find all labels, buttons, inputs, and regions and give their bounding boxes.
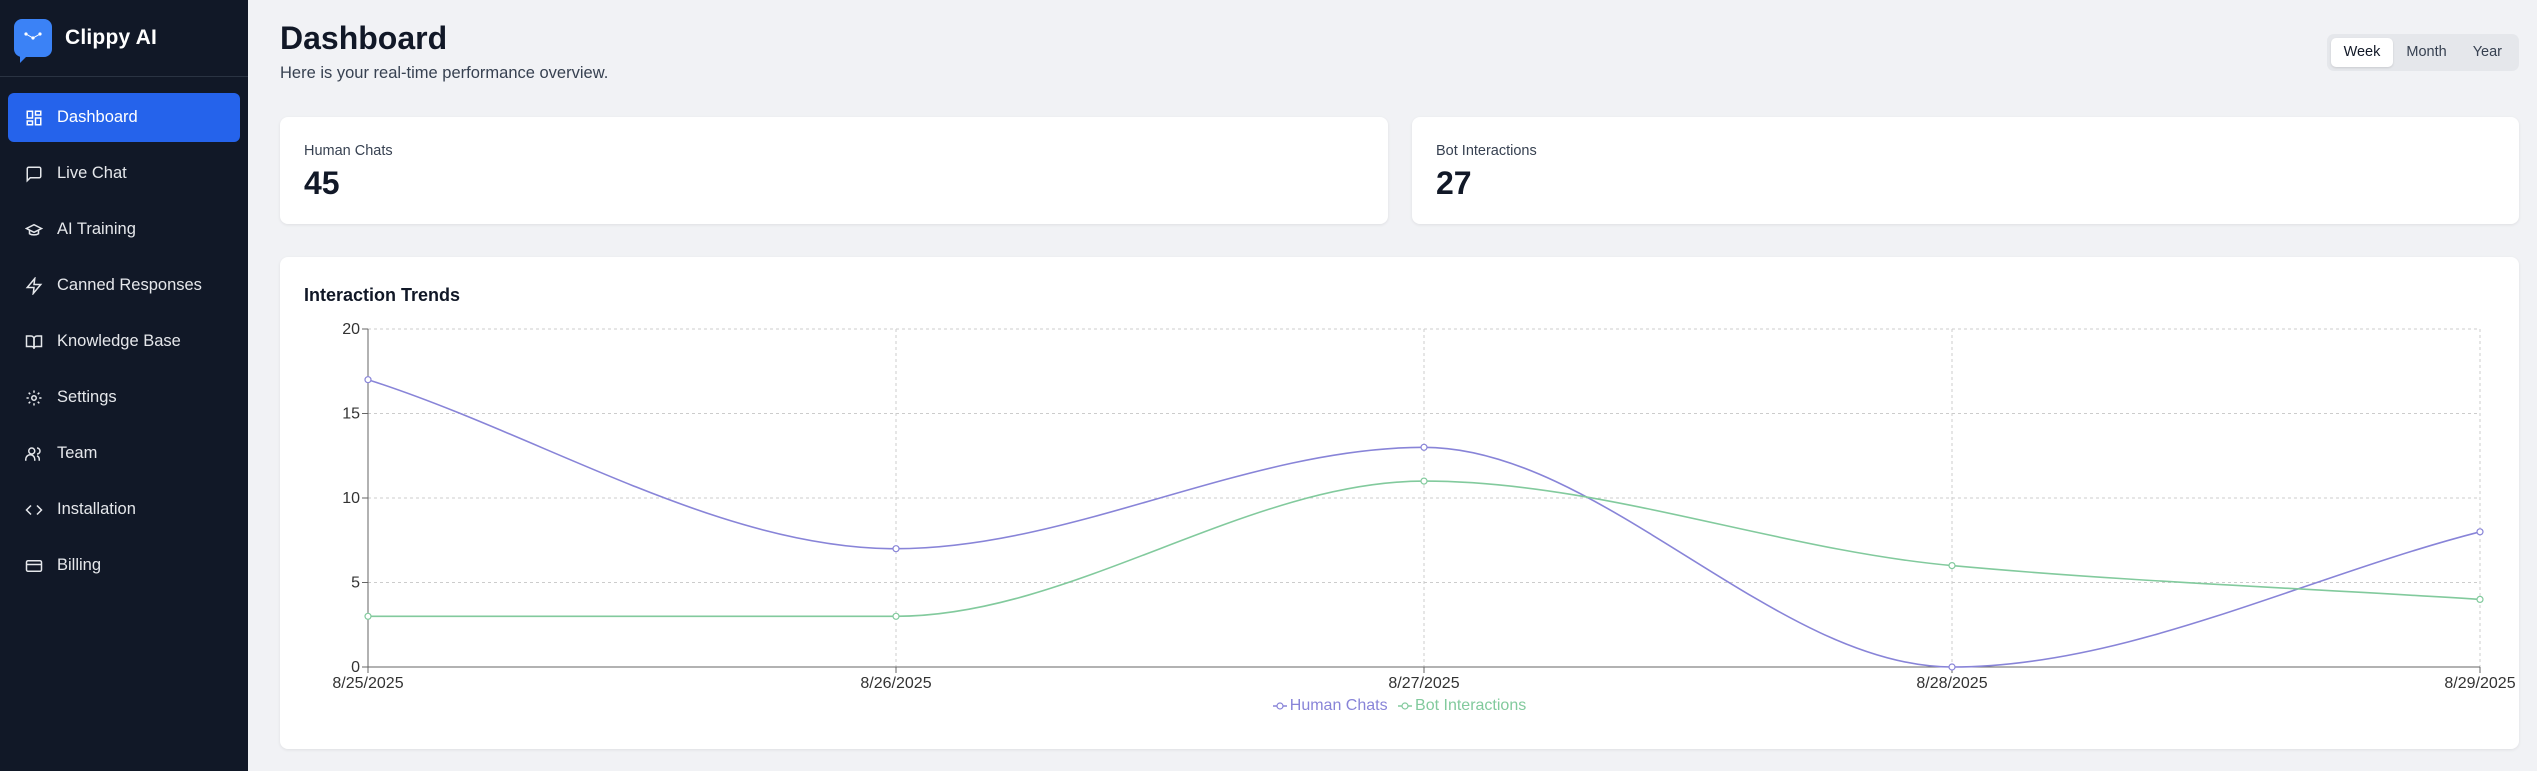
sidebar: Clippy AI Dashboard Live Chat AI Trainin… (0, 0, 248, 771)
y-tick-label: 5 (351, 575, 360, 592)
code-icon (25, 504, 43, 515)
x-tick-label: 8/26/2025 (860, 675, 931, 692)
dashboard-icon (26, 110, 42, 125)
credit-card-icon (25, 559, 43, 572)
data-point (1420, 477, 1428, 485)
interaction-trends-card: Interaction Trends 0 5 10 15 20 8/25/2025 8/26… (280, 257, 2519, 749)
page-subtitle: Here is your real-time performance overv… (280, 64, 609, 82)
data-point (1420, 443, 1428, 451)
sidebar-item-label: Canned Responses (57, 276, 202, 294)
x-tick-label: 8/25/2025 (332, 675, 403, 692)
sidebar-item-live-chat[interactable]: Live Chat (8, 149, 240, 198)
sidebar-item-label: Team (57, 444, 98, 462)
sidebar-item-dashboard[interactable]: Dashboard (8, 93, 240, 142)
x-tick-label: 8/29/2025 (2444, 675, 2515, 692)
sidebar-item-label: Dashboard (57, 108, 138, 126)
brand[interactable]: Clippy AI (0, 0, 248, 77)
sidebar-item-label: Live Chat (57, 164, 127, 182)
sidebar-item-knowledge-base[interactable]: Knowledge Base (8, 317, 240, 366)
data-point (1948, 562, 1956, 570)
legend-item-human[interactable]: Human Chats (1272, 697, 1388, 715)
brand-name: Clippy AI (65, 26, 158, 49)
sidebar-item-canned-responses[interactable]: Canned Responses (8, 261, 240, 310)
sidebar-item-billing[interactable]: Billing (8, 541, 240, 590)
legend-marker-icon (1398, 702, 1413, 710)
data-point (2476, 528, 2484, 536)
legend-item-bot[interactable]: Bot Interactions (1398, 697, 1526, 715)
gear-icon (26, 390, 42, 405)
x-tick-label: 8/27/2025 (1388, 675, 1459, 692)
legend-label: Bot Interactions (1415, 697, 1527, 714)
data-point (892, 612, 900, 620)
book-icon (25, 334, 43, 349)
graduation-cap-icon (25, 223, 43, 236)
sidebar-item-installation[interactable]: Installation (8, 485, 240, 534)
data-point (1948, 663, 1956, 671)
users-icon (25, 446, 41, 461)
sidebar-item-team[interactable]: Team (8, 429, 240, 478)
lightning-icon (25, 276, 43, 295)
sidebar-item-label: Settings (57, 388, 117, 406)
chart-title: Interaction Trends (304, 285, 461, 305)
data-point (892, 545, 900, 553)
y-tick-label: 0 (351, 659, 360, 676)
range-month-button[interactable]: Month (2406, 44, 2447, 60)
chart-legend: Human Chats Bot Interactions (280, 697, 2519, 716)
sidebar-item-label: Installation (57, 500, 136, 518)
legend-label: Human Chats (1289, 697, 1388, 714)
data-point (364, 376, 372, 384)
y-tick-label: 20 (342, 321, 360, 338)
sidebar-item-settings[interactable]: Settings (8, 373, 240, 422)
sidebar-item-label: Billing (57, 556, 102, 574)
series-line-bot-interactions (368, 480, 2481, 618)
time-range-toggle: Week Month Year (2326, 34, 2519, 71)
legend-marker-icon (1272, 702, 1287, 710)
sidebar-nav: Dashboard Live Chat AI Training Canned R… (0, 77, 248, 613)
stat-value: 27 (1436, 165, 1472, 201)
chat-icon (26, 166, 42, 183)
range-year-button[interactable]: Year (2472, 44, 2502, 60)
x-tick-label: 8/28/2025 (1916, 675, 1987, 692)
data-point (364, 612, 372, 620)
stat-card-human-chats: Human Chats 45 (280, 117, 1388, 224)
page-title: Dashboard (280, 20, 448, 56)
main-content: Dashboard Here is your real-time perform… (248, 0, 2537, 771)
stat-card-bot-interactions: Bot Interactions 27 (1412, 117, 2519, 224)
interaction-trends-chart: 0 5 10 15 20 8/25/2025 8/26/2025 8/27/2025 8/28/… (332, 321, 2515, 692)
y-tick-label: 10 (342, 490, 360, 507)
stat-value: 45 (304, 165, 340, 201)
y-tick-label: 15 (342, 406, 360, 423)
sidebar-item-label: AI Training (57, 220, 136, 238)
sidebar-item-label: Knowledge Base (57, 332, 181, 350)
data-point (2476, 595, 2484, 603)
stat-label: Human Chats (304, 143, 393, 159)
sidebar-item-ai-training[interactable]: AI Training (8, 205, 240, 254)
stat-label: Bot Interactions (1436, 143, 1537, 159)
range-week-button[interactable]: Week (2330, 38, 2394, 67)
chat-bubble-logo-icon (14, 19, 52, 57)
